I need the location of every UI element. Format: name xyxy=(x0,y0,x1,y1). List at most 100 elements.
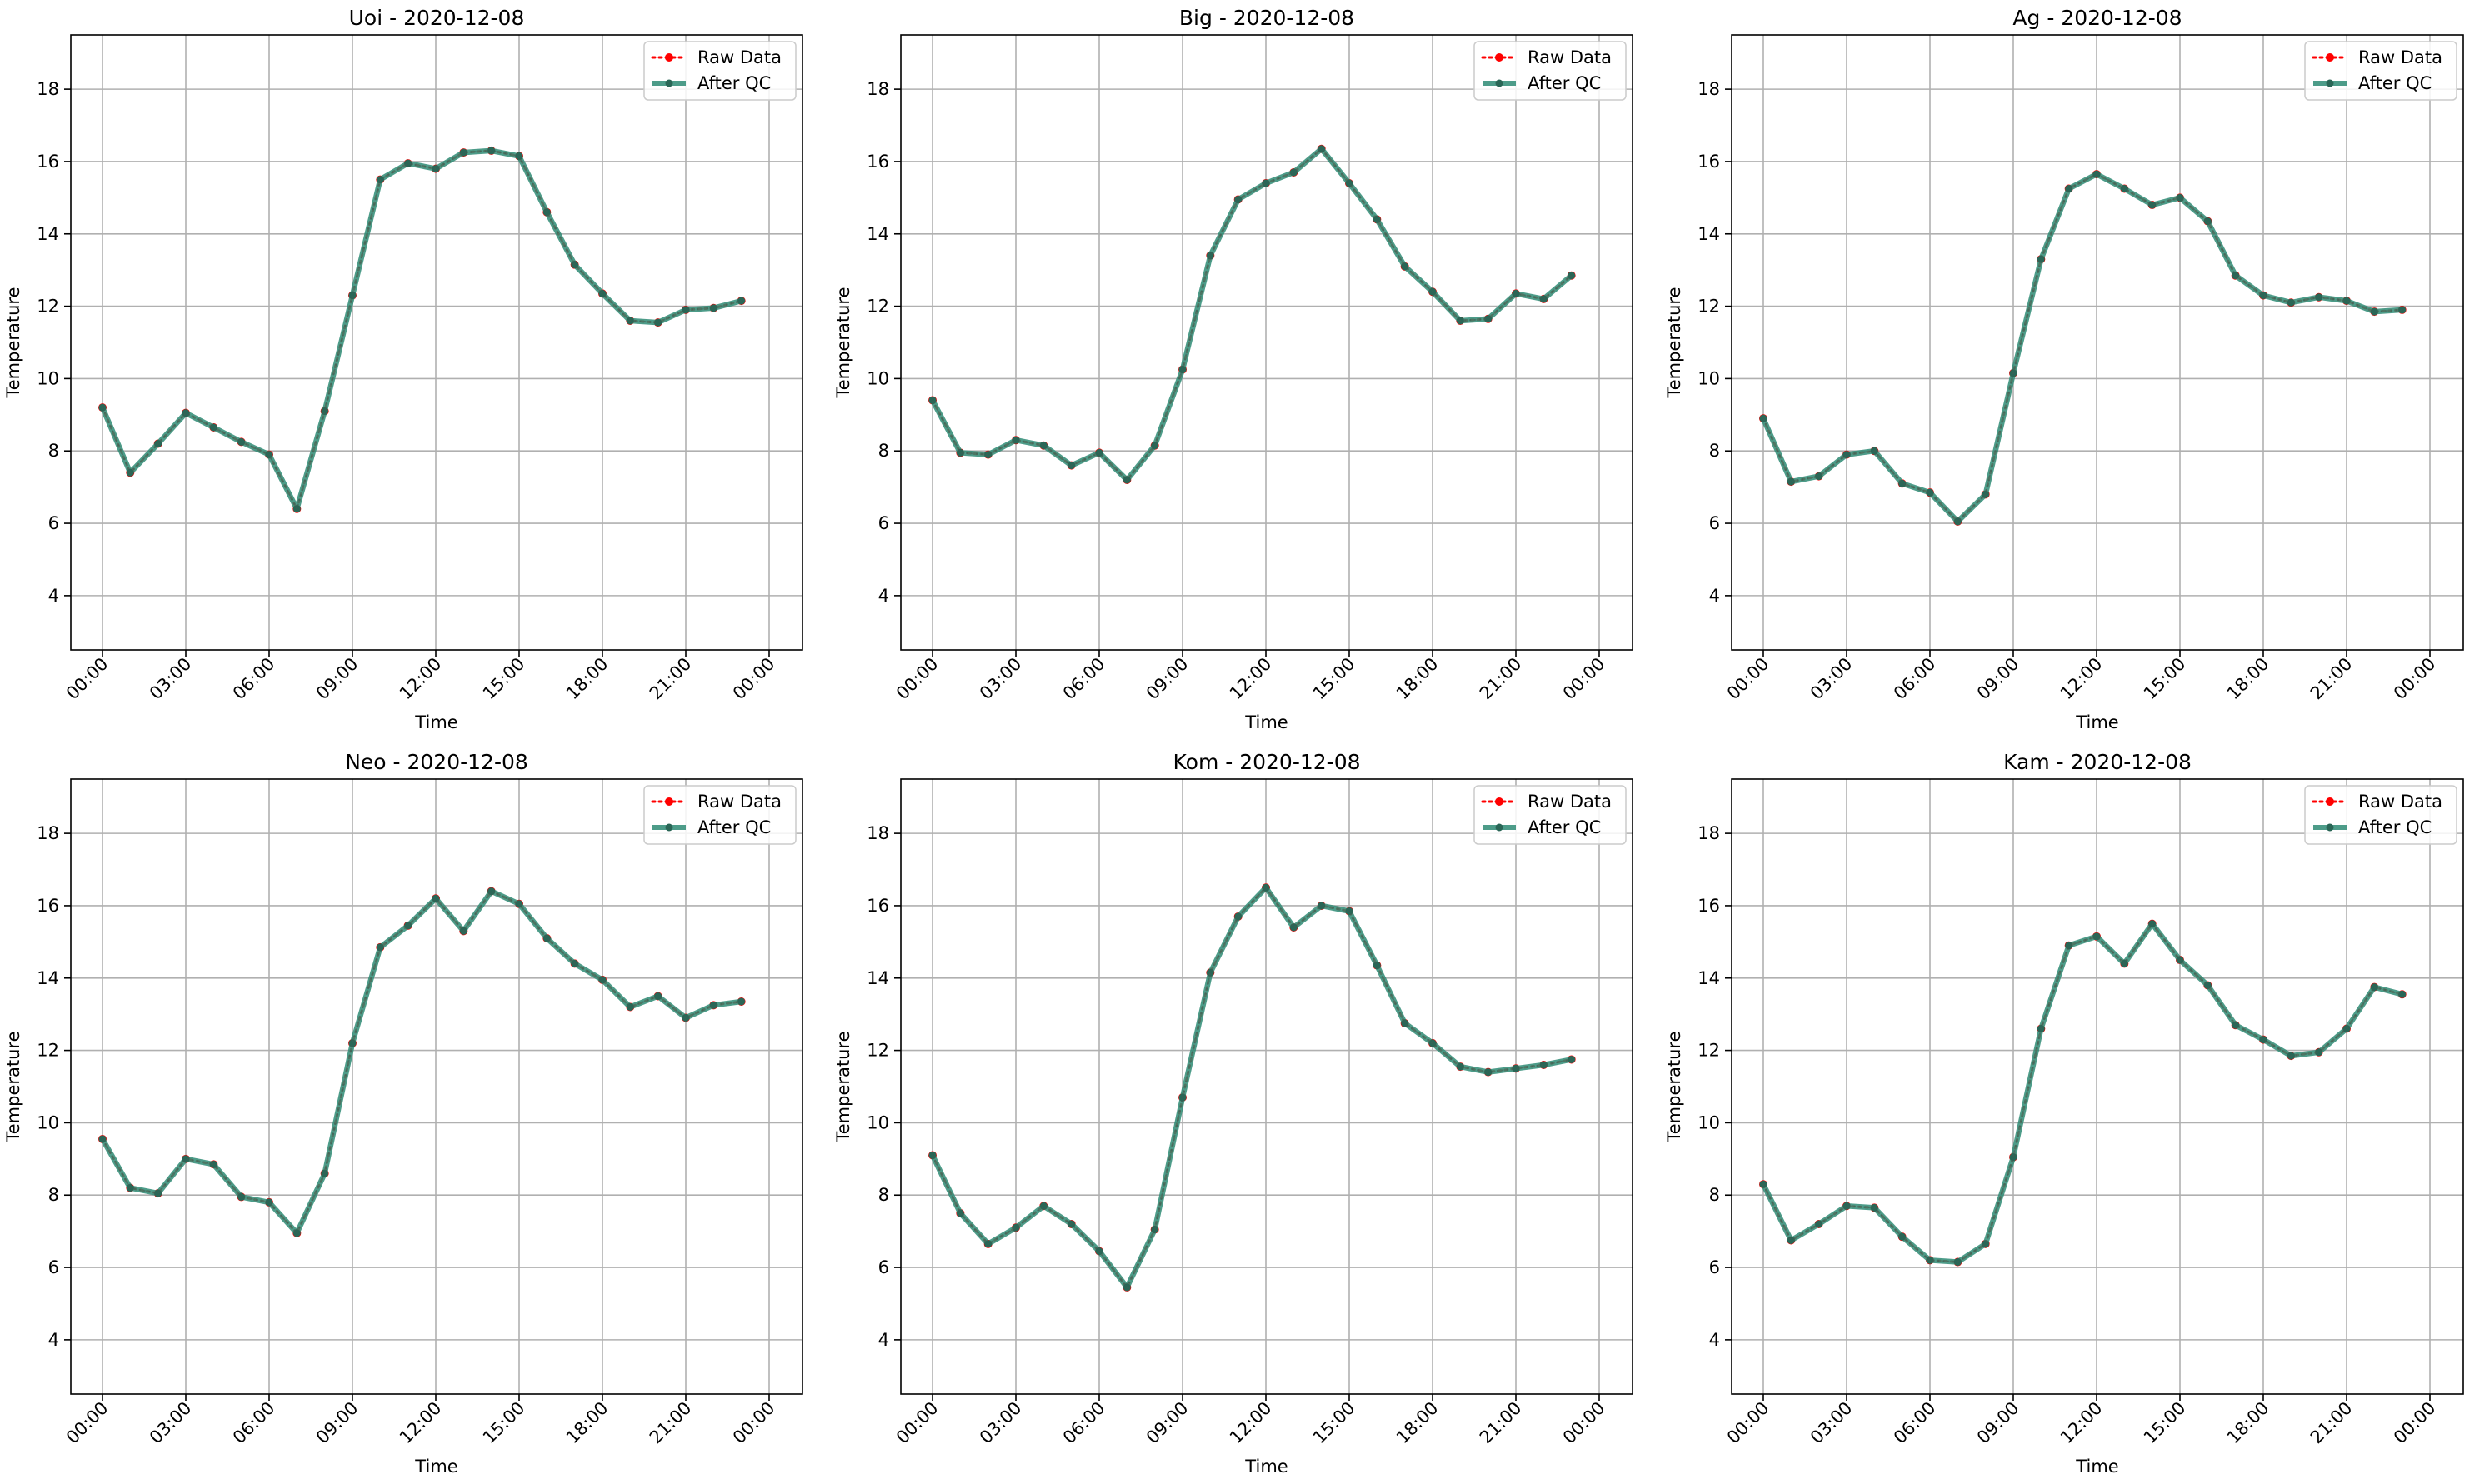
x-tick-label: 00:00 xyxy=(729,1398,779,1448)
after-qc-point xyxy=(1206,252,1214,260)
legend-label: Raw Data xyxy=(2358,47,2442,67)
after-qc-point xyxy=(928,1151,937,1159)
y-tick-label: 10 xyxy=(867,1112,889,1132)
x-tick-label: 18:00 xyxy=(2223,654,2273,704)
x-tick-label: 09:00 xyxy=(1142,654,1192,704)
legend: Raw Data After QC xyxy=(2304,41,2458,101)
after-qc-point xyxy=(292,1229,301,1237)
y-tick-label: 4 xyxy=(48,586,59,606)
x-tick-label: 03:00 xyxy=(976,1398,1026,1448)
x-tick-label: 03:00 xyxy=(146,654,196,704)
y-tick-label: 8 xyxy=(1709,441,1720,461)
after-qc-point xyxy=(956,448,964,457)
legend-label: Raw Data xyxy=(1528,47,1612,67)
y-tick-label: 18 xyxy=(1698,79,1720,99)
after-qc-point xyxy=(1039,442,1048,450)
y-axis-label: Temperature xyxy=(833,1031,853,1142)
x-tick-label: 09:00 xyxy=(312,1398,362,1448)
x-tick-label: 12:00 xyxy=(2057,1398,2107,1448)
raw-data-line xyxy=(101,889,743,1236)
y-tick-label: 16 xyxy=(867,896,889,916)
after-qc-point xyxy=(432,165,440,173)
x-tick-label: 18:00 xyxy=(562,654,612,704)
x-tick-label: 03:00 xyxy=(1807,1398,1857,1448)
plot-frame xyxy=(70,778,803,1395)
y-axis-label: Temperature xyxy=(3,287,23,398)
chart-panel-1: 00:00 03:00 06:00 09:00 12:00 15:00 18:00 21:00… xyxy=(833,6,1633,732)
y-tick-label: 6 xyxy=(48,1257,59,1277)
legend-label: Raw Data xyxy=(698,792,782,812)
raw-data-overlay xyxy=(1762,922,2402,1263)
after-qc-point xyxy=(515,900,523,908)
x-tick-label: 00:00 xyxy=(1559,654,1609,704)
x-tick-label: 18:00 xyxy=(562,1398,612,1448)
after-qc-point xyxy=(2398,990,2407,998)
y-tick-label: 8 xyxy=(48,1185,59,1205)
legend-label: After QC xyxy=(698,817,771,837)
x-tick-label: 15:00 xyxy=(1309,1398,1359,1448)
y-axis-label: Temperature xyxy=(1664,287,1684,398)
x-tick-label: 12:00 xyxy=(1226,654,1276,704)
after-qc-point xyxy=(1262,179,1270,187)
y-tick-label: 12 xyxy=(1698,1041,1720,1061)
legend-label: After QC xyxy=(1528,73,1601,93)
after-qc-line xyxy=(1760,921,2405,1265)
legend-label: Raw Data xyxy=(698,47,782,67)
after-qc-point xyxy=(542,208,551,217)
y-tick-label: 18 xyxy=(37,823,59,843)
legend: Raw Data After QC xyxy=(1473,785,1627,845)
x-tick-label: 21:00 xyxy=(646,654,696,704)
y-tick-label: 6 xyxy=(878,513,889,533)
after-qc-line xyxy=(99,147,744,512)
after-qc-point xyxy=(2370,983,2378,992)
x-tick-label: 21:00 xyxy=(1476,1398,1526,1448)
chart-title: Kom - 2020-12-08 xyxy=(1173,750,1361,774)
y-tick-label: 14 xyxy=(37,224,59,244)
x-tick-label: 15:00 xyxy=(1309,654,1359,704)
legend-label: After QC xyxy=(698,73,771,93)
x-tick-label: 00:00 xyxy=(1723,1398,1773,1448)
y-tick-label: 4 xyxy=(48,1330,59,1350)
after-qc-point xyxy=(154,1189,162,1197)
after-qc-point xyxy=(598,289,607,297)
x-tick-label: 15:00 xyxy=(2140,1398,2190,1448)
y-tick-label: 12 xyxy=(867,1041,889,1061)
y-tick-label: 10 xyxy=(37,368,59,388)
after-qc-point xyxy=(2342,1025,2351,1033)
x-tick-label: 21:00 xyxy=(2307,1398,2357,1448)
after-qc-line xyxy=(1760,171,2405,525)
x-tick-label: 09:00 xyxy=(1973,1398,2023,1448)
after-qc-point xyxy=(1372,215,1381,223)
legend-marker-qc xyxy=(2326,79,2334,87)
y-tick-label: 12 xyxy=(37,1041,59,1061)
after-qc-point xyxy=(1345,179,1353,187)
legend-marker-raw xyxy=(1495,797,1503,806)
after-qc-point xyxy=(654,318,662,327)
y-tick-label: 18 xyxy=(1698,823,1720,843)
after-qc-point xyxy=(1428,1039,1437,1047)
raw-data-overlay xyxy=(932,886,1572,1289)
x-tick-label: 00:00 xyxy=(62,654,112,704)
x-tick-label: 15:00 xyxy=(479,1398,529,1448)
x-tick-label: 21:00 xyxy=(1476,654,1526,704)
x-axis-label: Time xyxy=(414,712,458,732)
x-tick-label: 09:00 xyxy=(1973,654,2023,704)
y-tick-label: 18 xyxy=(867,823,889,843)
after-qc-point xyxy=(1815,1220,1823,1228)
after-qc-line xyxy=(929,884,1574,1291)
x-tick-label: 18:00 xyxy=(1392,1398,1442,1448)
after-qc-point xyxy=(2342,297,2351,305)
legend-marker-qc xyxy=(1495,79,1503,87)
legend-label: Raw Data xyxy=(1528,792,1612,812)
x-tick-label: 06:00 xyxy=(1890,1398,1940,1448)
raw-data-overlay xyxy=(102,890,742,1235)
raw-data-line xyxy=(101,149,743,512)
y-tick-label: 14 xyxy=(37,968,59,988)
legend: Raw Data After QC xyxy=(2304,785,2458,845)
x-tick-label: 03:00 xyxy=(1807,654,1857,704)
x-tick-label: 00:00 xyxy=(892,654,942,704)
y-tick-label: 14 xyxy=(867,224,889,244)
x-tick-label: 09:00 xyxy=(1142,1398,1192,1448)
x-tick-label: 18:00 xyxy=(2223,1398,2273,1448)
after-qc-line xyxy=(929,146,1574,483)
